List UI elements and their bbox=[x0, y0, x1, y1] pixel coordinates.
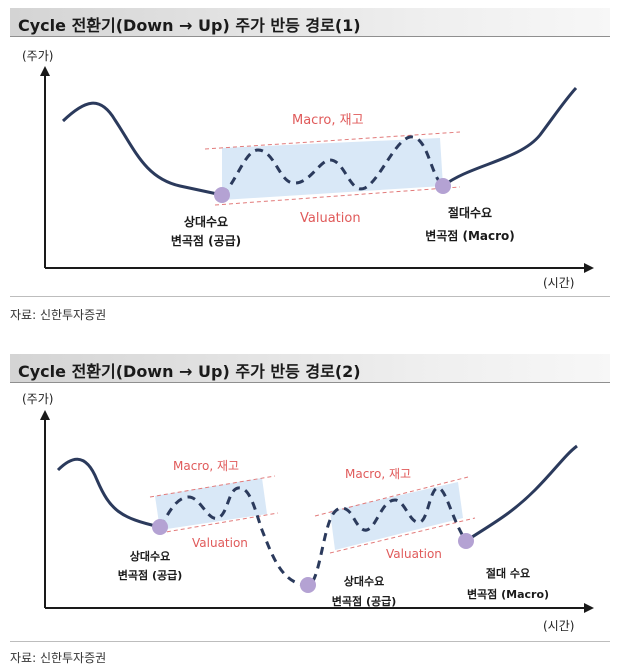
panel1-x-axis-label: (시간) bbox=[543, 276, 574, 290]
panel1-band-bottom-label: Valuation bbox=[300, 211, 361, 226]
panel1-curve-right bbox=[442, 86, 578, 188]
panel2-band2-top-label: Macro, 재고 bbox=[345, 467, 411, 481]
panel2-band1-top-line bbox=[149, 475, 276, 498]
panel1-band-top-label: Macro, 재고 bbox=[292, 113, 364, 128]
panel1-point2 bbox=[435, 178, 451, 194]
panel2-band2 bbox=[330, 482, 463, 550]
panel1-title: Cycle 전환기(Down → Up) 주가 반등 경로(1) bbox=[18, 16, 361, 35]
panel2-y-axis-label: (주가) bbox=[22, 392, 53, 406]
panel2-point2-label-line2: 변곡점 (공급) bbox=[332, 594, 396, 608]
panel2-band2-bottom-label: Valuation bbox=[386, 547, 442, 561]
panel2-band2-top-line bbox=[314, 476, 469, 517]
panel1-y-axis-label: (주가) bbox=[22, 49, 53, 63]
panel1-band bbox=[222, 138, 443, 200]
panel2-point2-label-line1: 상대수요 bbox=[344, 574, 384, 588]
panel2-curve-right bbox=[465, 444, 578, 543]
panel2-separator bbox=[10, 641, 610, 642]
panel1-title-bar: Cycle 전환기(Down → Up) 주가 반등 경로(1) bbox=[10, 8, 610, 37]
panel1-source: 자료: 신한투자증권 bbox=[10, 308, 107, 322]
panel2-band1 bbox=[155, 478, 267, 530]
panel2-point3-label-line2: 변곡점 (Macro) bbox=[467, 587, 549, 601]
panel2-title: Cycle 전환기(Down → Up) 주가 반등 경로(2) bbox=[18, 362, 361, 381]
panel1-point1-label-line1: 상대수요 bbox=[184, 214, 228, 229]
panel1-band-bottom-line bbox=[214, 186, 461, 206]
panel1-point1 bbox=[214, 187, 230, 203]
panel2-band1-bottom-label: Valuation bbox=[192, 536, 248, 550]
panel2-title-bar: Cycle 전환기(Down → Up) 주가 반등 경로(2) bbox=[10, 354, 610, 383]
panel1-separator bbox=[10, 296, 610, 297]
panel1-point2-label-line1: 절대수요 bbox=[448, 206, 492, 220]
panel1-band-top-line bbox=[204, 131, 461, 150]
panel2-band2-bottom-line bbox=[329, 517, 476, 554]
panel1-diagram: (주가) (시간) Macro, 재고 Valuation 상대수요 변곡점 (… bbox=[22, 49, 594, 290]
panel2-point3 bbox=[458, 533, 474, 549]
panel1-curve-dashed bbox=[220, 135, 445, 197]
panel1-point1-label-line2: 변곡점 (공급) bbox=[171, 233, 241, 248]
panel2-source: 자료: 신한투자증권 bbox=[10, 651, 107, 665]
panel2-point3-label-line1: 절대 수요 bbox=[486, 566, 530, 580]
panel2-x-axis-label: (시간) bbox=[543, 619, 574, 633]
panel2-point1-label-line2: 변곡점 (공급) bbox=[118, 568, 182, 582]
panel2-curve-dashed1 bbox=[158, 486, 468, 587]
panel2-band1-top-label: Macro, 재고 bbox=[173, 459, 239, 473]
panel2-point1-label-line1: 상대수요 bbox=[130, 549, 170, 563]
panel1-point2-label-line2: 변곡점 (Macro) bbox=[425, 228, 515, 243]
panel2-point1 bbox=[152, 519, 168, 535]
panel2-point2 bbox=[300, 577, 316, 593]
panel2-diagram: (주가) (시간) Macro, 재고 Valuation Macro, 재고 … bbox=[22, 392, 594, 633]
panel1-curve-left bbox=[61, 101, 223, 197]
panel2-curve-left bbox=[56, 457, 161, 529]
